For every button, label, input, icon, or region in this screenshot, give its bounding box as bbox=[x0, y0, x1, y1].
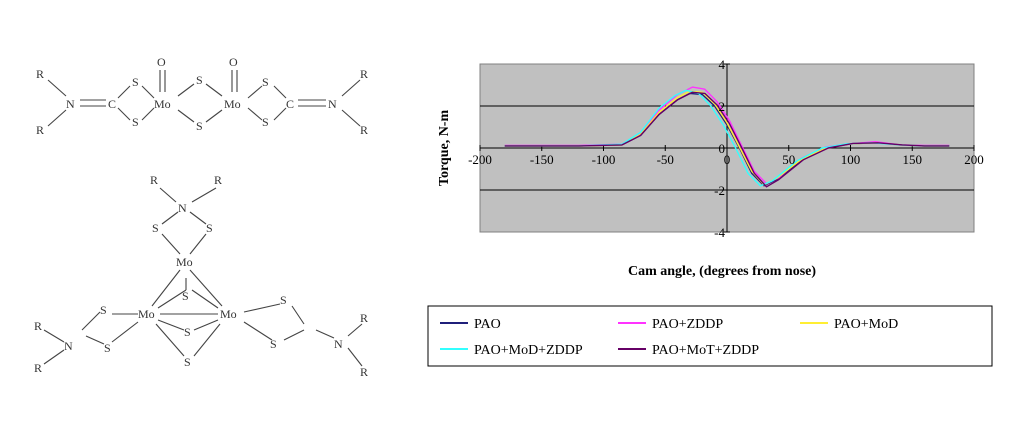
atom-label: R bbox=[360, 365, 368, 379]
atom-label: N bbox=[66, 97, 75, 111]
atom-label: R bbox=[360, 123, 368, 137]
atom-label: S bbox=[184, 355, 191, 369]
dimer-structure: R N C S S Mo O S S Mo O S S C N R R R bbox=[36, 55, 368, 137]
trimer-structure: R R N S S Mo S Mo Mo S S S S N R R S S N… bbox=[34, 173, 368, 379]
legend-label: PAO+ZDDP bbox=[652, 317, 723, 332]
x-tick-label: 150 bbox=[903, 152, 923, 167]
legend-label: PAO+MoD+ZDDP bbox=[474, 343, 583, 358]
atom-label: N bbox=[334, 337, 343, 351]
y-tick-label: 0 bbox=[719, 141, 726, 156]
atom-label: S bbox=[280, 293, 287, 307]
atom-label: S bbox=[132, 75, 139, 89]
atom-label: Mo bbox=[176, 255, 193, 269]
x-tick-label: -150 bbox=[530, 152, 554, 167]
atom-label: R bbox=[34, 361, 42, 375]
atom-label: N bbox=[64, 339, 73, 353]
atom-label: R bbox=[360, 67, 368, 81]
y-tick-label: -2 bbox=[714, 183, 725, 198]
atom-label: O bbox=[229, 55, 238, 69]
atom-label: Mo bbox=[138, 307, 155, 321]
atom-label: R bbox=[150, 173, 158, 187]
atom-label: R bbox=[214, 173, 222, 187]
atom-label: R bbox=[34, 319, 42, 333]
atom-label: S bbox=[196, 73, 203, 87]
atom-label: Mo bbox=[220, 307, 237, 321]
atom-label: N bbox=[178, 201, 187, 215]
legend-label: PAO bbox=[474, 317, 501, 332]
torque-chart: -200 -150 -100 -50 0 50 100 150 200 -4 -2 0 2 4 Cam a… bbox=[427, 57, 993, 367]
atom-label: O bbox=[157, 55, 166, 69]
atom-label: S bbox=[262, 75, 269, 89]
x-tick-label: -50 bbox=[657, 152, 674, 167]
atom-label: C bbox=[286, 97, 294, 111]
legend: PAO PAO+ZDDP PAO+MoD PAO+MoD+ZDDP PAO+MoT+ZD… bbox=[440, 317, 898, 358]
atom-label: S bbox=[206, 221, 213, 235]
atom-label: Mo bbox=[224, 97, 241, 111]
legend-label: PAO+MoT+ZDDP bbox=[652, 343, 759, 358]
atom-label: S bbox=[100, 303, 107, 317]
x-tick-label: 50 bbox=[782, 152, 795, 167]
x-tick-label: 0 bbox=[724, 152, 731, 167]
y-tick-label: 4 bbox=[719, 57, 726, 72]
atom-label: S bbox=[104, 341, 111, 355]
legend-label: PAO+MoD bbox=[834, 317, 898, 332]
atom-label: R bbox=[36, 67, 44, 81]
atom-label: S bbox=[182, 289, 189, 303]
atom-label: S bbox=[184, 325, 191, 339]
y-tick-label: -4 bbox=[714, 225, 725, 240]
atom-label: R bbox=[36, 123, 44, 137]
y-tick-label: 2 bbox=[719, 99, 726, 114]
tick-labels: -200 -150 -100 -50 0 50 100 150 200 -4 -2 0 2 4 bbox=[468, 57, 984, 240]
atom-label: S bbox=[132, 115, 139, 129]
x-axis-label: Cam angle, (degrees from nose) bbox=[628, 264, 816, 279]
atom-label: C bbox=[108, 97, 116, 111]
chemical-structures: R N C S S Mo O S S Mo O S S C N R R R bbox=[34, 55, 368, 379]
atom-label: S bbox=[270, 337, 277, 351]
atom-label: S bbox=[196, 119, 203, 133]
atom-label: N bbox=[328, 97, 337, 111]
x-tick-label: -100 bbox=[592, 152, 616, 167]
x-tick-label: 100 bbox=[841, 152, 861, 167]
legend-box bbox=[427, 305, 993, 367]
x-tick-label: 200 bbox=[964, 152, 984, 167]
data-series bbox=[504, 86, 950, 188]
atom-label: R bbox=[360, 311, 368, 325]
x-tick-label: -200 bbox=[468, 152, 492, 167]
y-axis-label: Torque, N-m bbox=[437, 110, 452, 187]
series-line bbox=[504, 91, 950, 188]
atom-label: S bbox=[262, 115, 269, 129]
atom-label: Mo bbox=[154, 97, 171, 111]
atom-label: S bbox=[152, 221, 159, 235]
